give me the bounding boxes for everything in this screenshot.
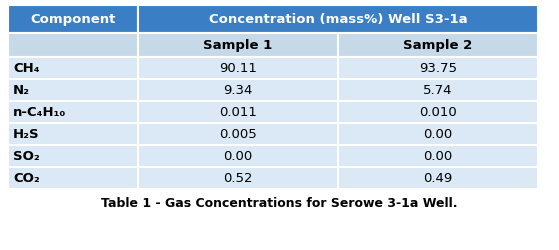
Bar xyxy=(138,123,338,145)
Bar xyxy=(338,79,538,101)
Text: Component: Component xyxy=(30,12,116,26)
Text: CH₄: CH₄ xyxy=(13,62,40,74)
Bar xyxy=(138,33,338,57)
Bar xyxy=(338,123,538,145)
Text: 93.75: 93.75 xyxy=(419,62,457,74)
Bar xyxy=(338,33,538,57)
Bar xyxy=(138,145,338,167)
Bar xyxy=(8,79,138,101)
Text: 0.010: 0.010 xyxy=(419,106,457,118)
Bar xyxy=(138,101,338,123)
Text: 0.52: 0.52 xyxy=(223,172,253,184)
Bar xyxy=(8,57,138,79)
Bar xyxy=(8,33,138,57)
Bar xyxy=(338,57,538,79)
Bar xyxy=(338,101,538,123)
Bar xyxy=(8,167,138,189)
Text: 5.74: 5.74 xyxy=(423,84,453,96)
Text: 0.00: 0.00 xyxy=(423,128,453,140)
Text: 9.34: 9.34 xyxy=(223,84,253,96)
Bar xyxy=(138,79,338,101)
Text: Table 1 - Gas Concentrations for Serowe 3-1a Well.: Table 1 - Gas Concentrations for Serowe … xyxy=(101,197,458,210)
Text: 0.005: 0.005 xyxy=(219,128,257,140)
Text: SO₂: SO₂ xyxy=(13,150,40,162)
Text: H₂S: H₂S xyxy=(13,128,40,140)
Text: N₂: N₂ xyxy=(13,84,30,96)
Bar xyxy=(8,145,138,167)
Text: Sample 2: Sample 2 xyxy=(404,38,472,52)
Bar xyxy=(8,101,138,123)
Bar xyxy=(8,5,138,33)
Text: n-C₄H₁₀: n-C₄H₁₀ xyxy=(13,106,67,118)
Bar xyxy=(138,5,538,33)
Text: CO₂: CO₂ xyxy=(13,172,40,184)
Bar xyxy=(8,123,138,145)
Text: 0.49: 0.49 xyxy=(423,172,453,184)
Bar xyxy=(138,167,338,189)
Text: 0.011: 0.011 xyxy=(219,106,257,118)
Text: 0.00: 0.00 xyxy=(423,150,453,162)
Text: 0.00: 0.00 xyxy=(224,150,253,162)
Text: Sample 1: Sample 1 xyxy=(203,38,273,52)
Bar xyxy=(338,167,538,189)
Text: Concentration (mass%) Well S3-1a: Concentration (mass%) Well S3-1a xyxy=(209,12,467,26)
Text: 90.11: 90.11 xyxy=(219,62,257,74)
Bar xyxy=(138,57,338,79)
Bar xyxy=(338,145,538,167)
